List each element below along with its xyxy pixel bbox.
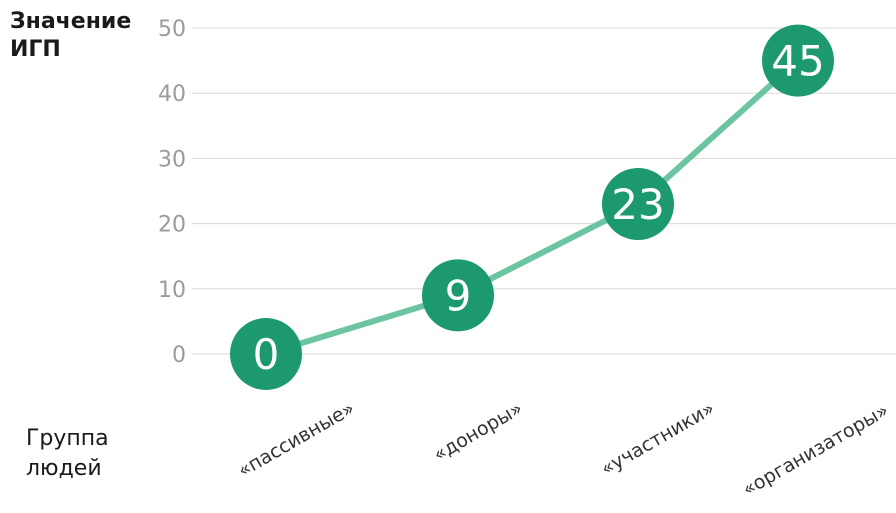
x-axis-label: Группа людей — [26, 426, 109, 481]
category-label: «участники» — [597, 397, 718, 480]
data-label: 0 — [253, 330, 280, 379]
data-point-marker — [602, 168, 674, 241]
category-label: «доноры» — [430, 397, 527, 466]
series-line — [263, 57, 801, 357]
category-label: «пассивные» — [234, 397, 358, 481]
y-tick-label: 0 — [172, 343, 186, 368]
data-point-marker — [422, 259, 494, 332]
y-tick-label: 40 — [158, 82, 186, 107]
y-tick-label: 50 — [158, 17, 186, 42]
data-label: 45 — [771, 37, 824, 86]
data-label: 23 — [611, 180, 664, 229]
category-label: «организаторы» — [739, 399, 893, 500]
data-label: 9 — [445, 271, 472, 320]
y-tick-label: 30 — [158, 147, 186, 172]
data-point-marker — [230, 318, 302, 390]
y-tick-label: 10 — [158, 278, 186, 303]
y-tick-label: 20 — [158, 213, 186, 238]
y-axis-label: Значение ИГП — [10, 9, 132, 62]
data-point-marker — [762, 24, 834, 97]
